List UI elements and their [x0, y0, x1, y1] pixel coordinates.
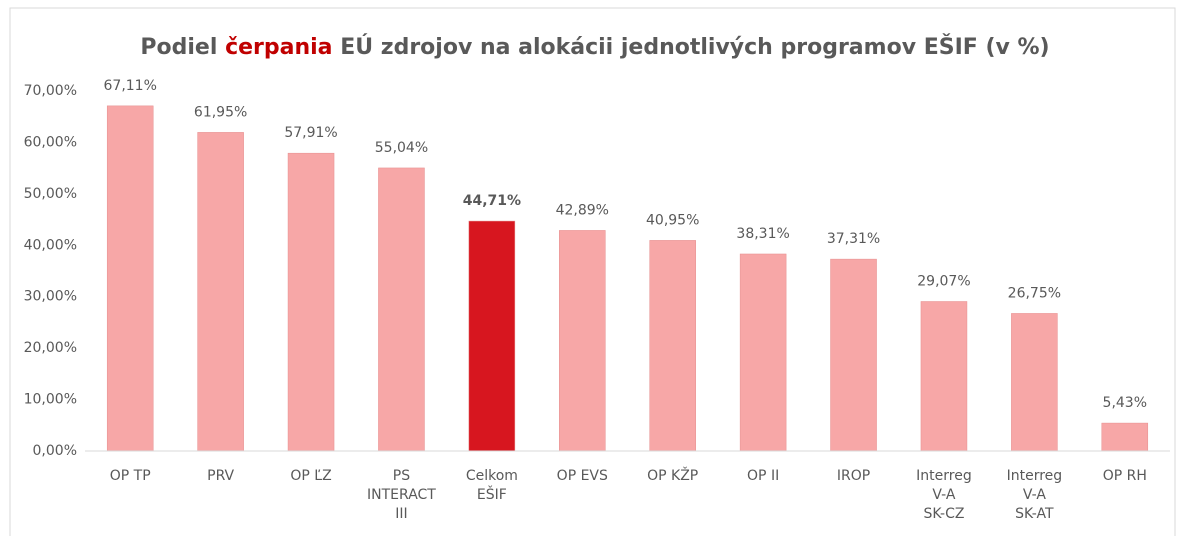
bar	[559, 230, 606, 452]
value-label: 61,95%	[194, 104, 247, 120]
bar	[649, 240, 696, 452]
x-tick-label: V-A	[1023, 487, 1047, 503]
bar	[197, 132, 244, 452]
bar	[920, 301, 968, 452]
y-tick-label: 10,00%	[24, 392, 77, 408]
x-tick-label: IROP	[837, 468, 870, 484]
bar	[287, 152, 335, 452]
chart-title: Podiel čerpania EÚ zdrojov na alokácii j…	[140, 34, 1049, 60]
x-tick-label: OP ĽZ	[290, 468, 331, 484]
bar	[106, 105, 154, 452]
bar	[830, 258, 877, 452]
y-tick-label: 20,00%	[24, 340, 77, 356]
y-tick-label: 0,00%	[33, 443, 77, 459]
bar	[739, 253, 787, 452]
y-tick-label: 70,00%	[24, 83, 77, 99]
bar	[1101, 422, 1149, 452]
bar	[1011, 313, 1058, 452]
x-tick-label: Interreg	[916, 468, 972, 484]
x-tick-label: PRV	[207, 468, 234, 484]
value-label: 67,11%	[104, 78, 157, 94]
value-label: 37,31%	[827, 231, 880, 247]
value-label: 5,43%	[1103, 395, 1147, 411]
y-tick-label: 60,00%	[24, 134, 77, 150]
x-tick-label: OP TP	[110, 468, 151, 484]
x-tick-label: OP EVS	[557, 468, 608, 484]
x-tick-label: PS	[393, 468, 410, 484]
x-tick-label: Interreg	[1007, 468, 1063, 484]
x-tick-label: SK-AT	[1015, 506, 1054, 522]
x-tick-label: Celkom	[466, 468, 518, 484]
x-tick-label: INTERACT	[367, 487, 436, 503]
title-part: Podiel	[140, 35, 217, 60]
y-tick-label: 40,00%	[24, 237, 77, 253]
x-tick-label: OP KŽP	[647, 466, 698, 484]
value-label: 29,07%	[917, 273, 970, 289]
x-tick-label: OP RH	[1103, 468, 1147, 484]
x-tick-label: SK-CZ	[923, 506, 964, 522]
bar	[378, 167, 425, 452]
value-label: 42,89%	[556, 202, 609, 218]
value-label: 38,31%	[736, 226, 789, 242]
x-tick-label: EŠIF	[477, 485, 507, 503]
value-label: 55,04%	[375, 140, 428, 156]
title-part: čerpania	[225, 35, 332, 60]
value-label: 57,91%	[284, 125, 337, 141]
value-label: 26,75%	[1008, 285, 1061, 301]
value-label: 40,95%	[646, 212, 699, 228]
x-tick-label: III	[395, 506, 407, 522]
value-label: 44,71%	[463, 193, 521, 209]
y-tick-label: 30,00%	[24, 289, 77, 305]
x-tick-label: V-A	[932, 487, 956, 503]
bar	[468, 220, 516, 452]
x-tick-label: OP II	[747, 468, 779, 484]
title-part: EÚ zdrojov na alokácii jednotlivých prog…	[340, 34, 1049, 60]
y-tick-label: 50,00%	[24, 186, 77, 202]
